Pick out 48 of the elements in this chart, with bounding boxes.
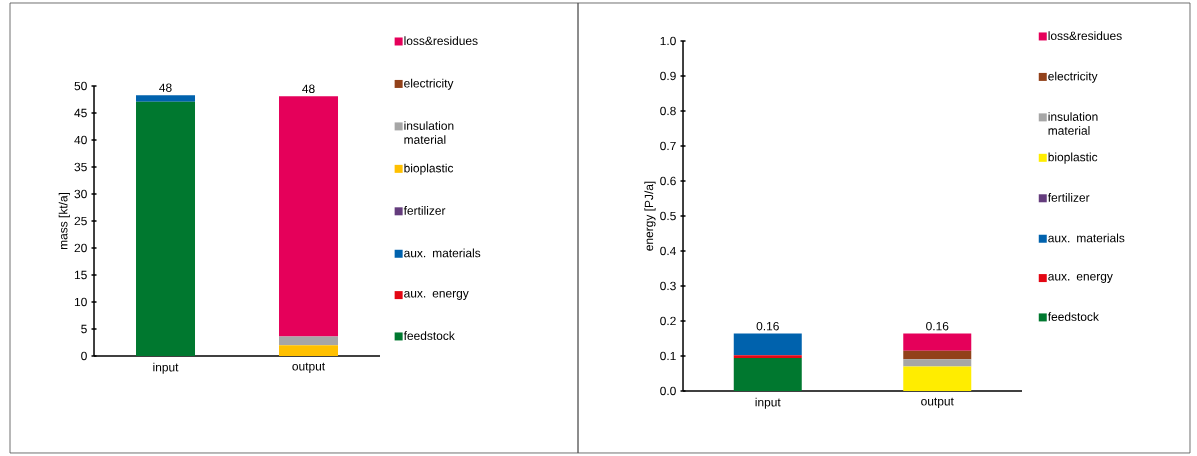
- legend-label: loss&residues: [404, 36, 478, 46]
- x-tick-label: output: [292, 362, 326, 373]
- legend-label: aux. materials: [404, 248, 481, 258]
- y-tick-label: 0: [81, 351, 87, 361]
- total-label: 48: [159, 83, 172, 92]
- y-tick-label: 1.0: [660, 36, 676, 46]
- y-axis-title: energy [PJ/a]: [644, 181, 656, 251]
- y-tick-label: 0.8: [660, 106, 676, 116]
- legend-label: aux. energy: [1048, 273, 1113, 283]
- y-axis-title: mass [kt/a]: [58, 192, 70, 250]
- y-tick-label: 25: [74, 216, 87, 226]
- y-tick-label: 0.1: [660, 351, 676, 361]
- y-tick-label: 0.2: [660, 316, 676, 326]
- y-tick-label: 0.6: [660, 176, 676, 186]
- total-label: 48: [302, 84, 315, 94]
- legend-label: electricity: [404, 78, 454, 90]
- y-tick-label: 15: [74, 270, 87, 280]
- y-tick-label: 35: [74, 162, 87, 172]
- legend-label: insulation material: [404, 121, 454, 144]
- legend-label: bioplastic: [1048, 152, 1098, 164]
- x-tick-label: input: [755, 397, 781, 409]
- legend-label: aux. energy: [404, 290, 469, 300]
- y-tick-label: 40: [74, 135, 87, 145]
- y-tick-label: 0.7: [660, 141, 676, 151]
- total-label: 0.16: [756, 321, 779, 331]
- y-tick-label: 0.9: [660, 71, 676, 81]
- legend-label: electricity: [1048, 71, 1098, 83]
- y-tick-label: 0.0: [660, 386, 676, 396]
- legend-label: bioplastic: [404, 163, 454, 175]
- legend-label: fertilizer: [1047, 193, 1090, 202]
- y-tick-label: 5: [81, 324, 87, 334]
- legend-label: feedstock: [1047, 312, 1099, 321]
- legend-label: insulation material: [1048, 112, 1098, 135]
- legend-label: feedstock: [403, 331, 455, 340]
- x-tick-label: input: [153, 362, 179, 374]
- x-tick-label: output: [921, 397, 954, 408]
- y-tick-label: 10: [74, 297, 87, 307]
- legend-label: aux. materials: [1048, 233, 1125, 243]
- y-tick-label: 0.4: [660, 246, 676, 256]
- total-label: 0.16: [926, 321, 949, 331]
- y-tick-label: 20: [74, 243, 87, 253]
- legend-label: fertilizer: [403, 206, 446, 215]
- y-tick-label: 0.5: [660, 211, 676, 221]
- y-tick-label: 45: [74, 108, 87, 118]
- y-tick-label: 30: [74, 189, 87, 199]
- legend-label: loss&residues: [1048, 31, 1122, 40]
- y-tick-label: 50: [74, 81, 87, 91]
- y-tick-label: 0.3: [660, 281, 676, 291]
